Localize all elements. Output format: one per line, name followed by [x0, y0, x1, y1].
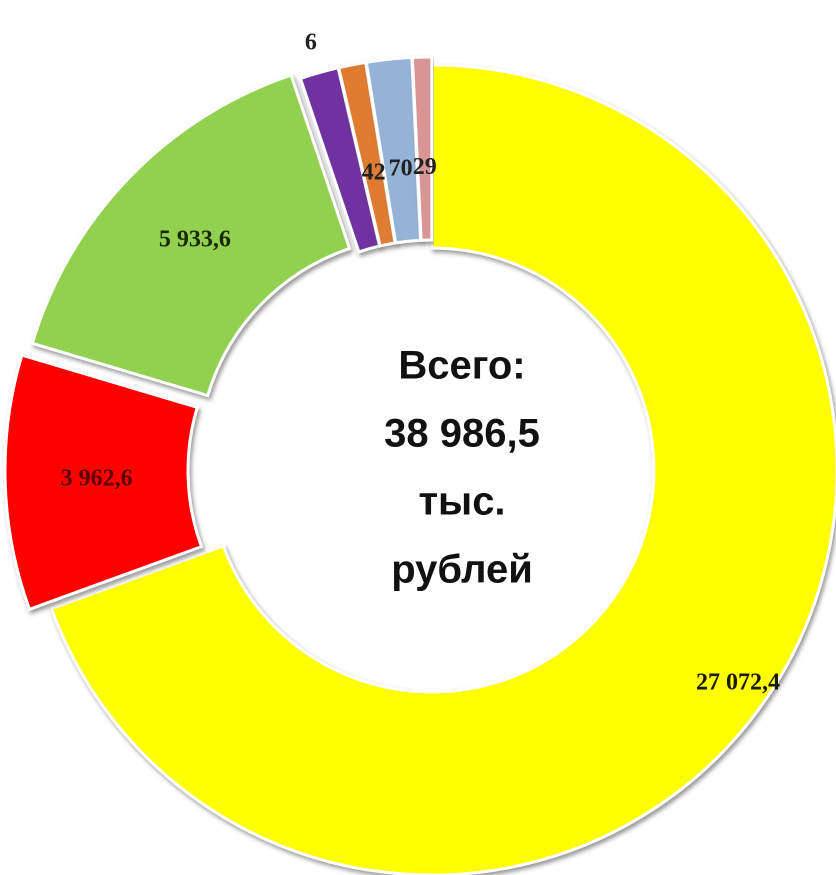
data-label: 6 — [305, 29, 317, 55]
labels: 27 072,4 3 962,6 5 933,6 6 42 70 29 — [61, 29, 780, 695]
center-text: 38 986,5 — [384, 412, 540, 456]
data-label: 42 — [362, 160, 386, 186]
slice — [410, 55, 434, 242]
data-label: 5 933,6 — [159, 227, 231, 253]
center-text: тыс. — [418, 480, 505, 524]
data-label: 29 — [413, 154, 437, 180]
slices — [3, 55, 836, 875]
data-label: 27 072,4 — [696, 670, 780, 696]
slice — [3, 353, 204, 612]
slice — [30, 73, 352, 398]
center-text: рублей — [391, 548, 533, 592]
data-label: 70 — [389, 156, 413, 182]
data-label: 3 962,6 — [61, 466, 133, 492]
center-text: Всего: — [398, 344, 525, 388]
slice — [49, 63, 836, 875]
